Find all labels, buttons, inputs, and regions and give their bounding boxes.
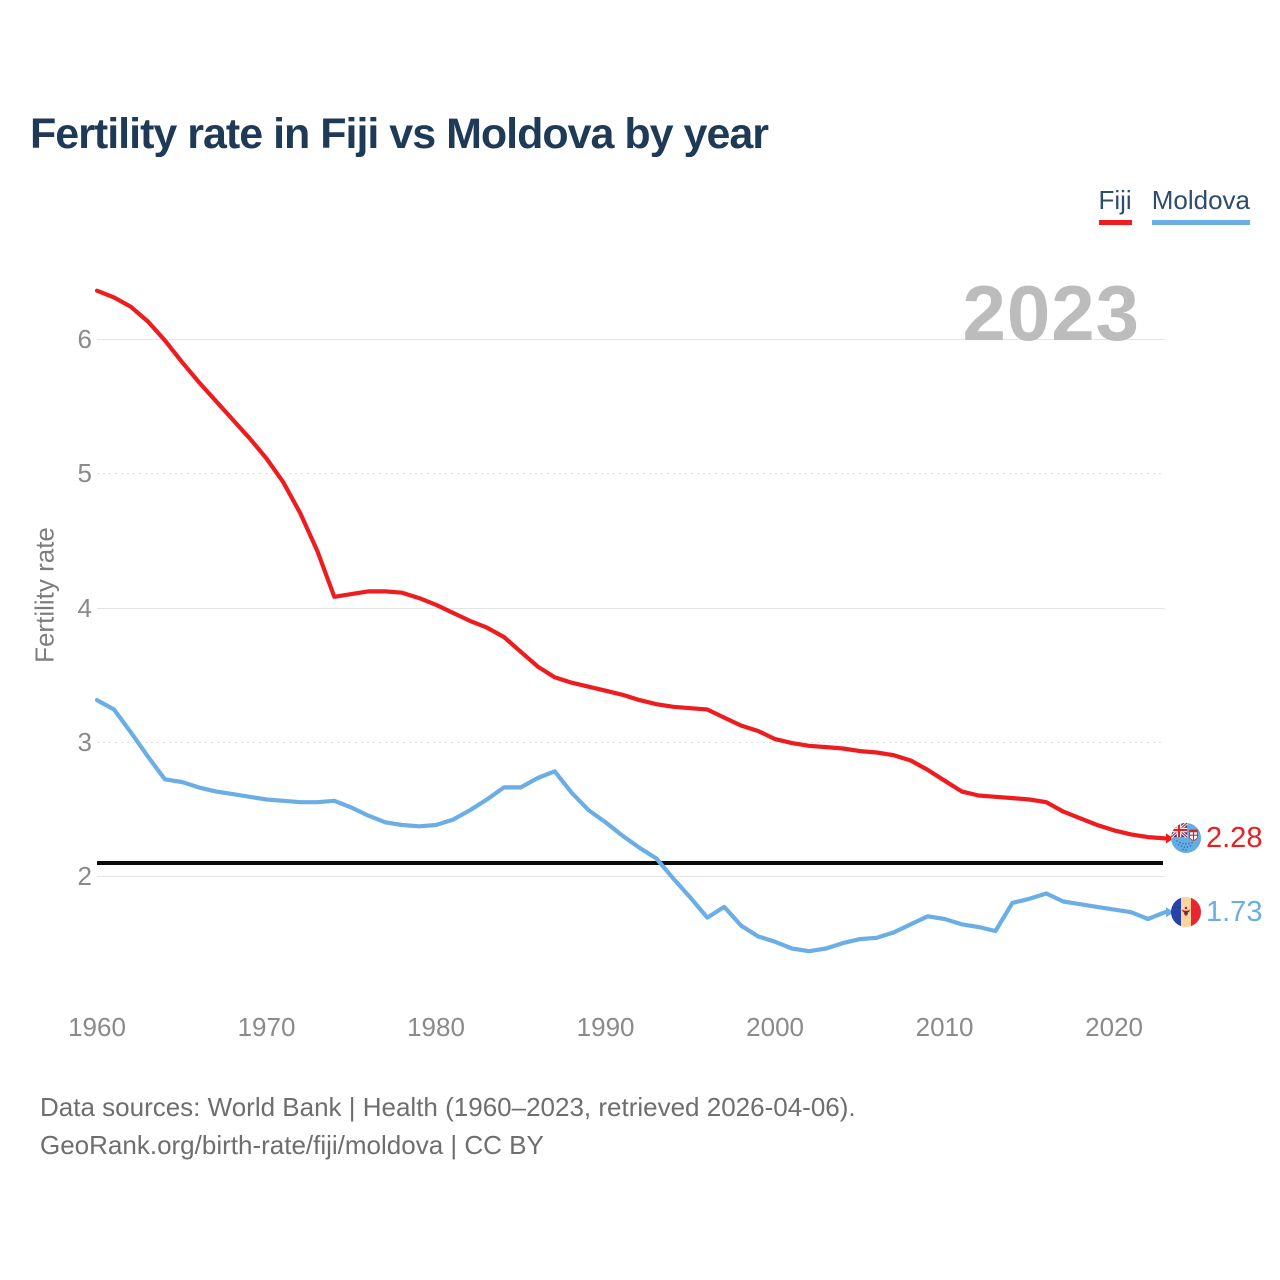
moldova-end-value: 1.73: [1206, 896, 1263, 929]
line-fiji[interactable]: [94, 288, 1168, 841]
legend-item-fiji[interactable]: Fiji: [1098, 185, 1132, 225]
legend-item-moldova[interactable]: Moldova: [1151, 185, 1250, 225]
x-tick-label-1990: 1990: [576, 1012, 635, 1042]
fiji-flag-icon: [1171, 823, 1201, 854]
gridline-4: [97, 607, 1165, 609]
legend-label-moldova: Moldova: [1151, 185, 1250, 215]
legend: Fiji Moldova: [1098, 185, 1250, 225]
x-tick-label-2020: 2020: [1085, 1012, 1144, 1042]
legend-underline-moldova: [1151, 220, 1250, 225]
x-tick-label-1960: 1960: [68, 1012, 126, 1042]
fiji-end-value: 2.28: [1206, 822, 1263, 855]
y-tick-label-4: 4: [77, 592, 92, 623]
x-tick-label-1970: 1970: [237, 1012, 296, 1042]
gridline-3: [97, 741, 1165, 743]
y-tick-label-2: 2: [77, 861, 92, 891]
x-tick-labels: 1960 1970 1980 1990 2000 2010 2020: [0, 1012, 1280, 1046]
replacement-rate-line: [97, 860, 1163, 865]
x-tick-label-1980: 1980: [407, 1012, 465, 1042]
x-tick-label-2010: 2010: [915, 1012, 974, 1042]
y-tick-label-3: 3: [77, 726, 92, 757]
gridline-5: [97, 473, 1165, 475]
source-note-line1: Data sources: World Bank | Health (1960–…: [40, 1092, 856, 1122]
page-title: Fertility rate in Fiji vs Moldova by yea…: [30, 110, 769, 158]
gridline-2: [97, 876, 1165, 877]
legend-label-fiji: Fiji: [1098, 185, 1132, 215]
legend-underline-fiji: [1098, 220, 1132, 225]
year-watermark: 2023: [962, 269, 1140, 357]
y-tick-label-6: 6: [77, 324, 92, 354]
moldova-flag-icon: [1171, 897, 1201, 928]
x-tick-label-2000: 2000: [746, 1012, 805, 1042]
source-note: Data sources: World Bank | Health (1960–…: [40, 1088, 856, 1164]
line-moldova[interactable]: [94, 697, 1168, 954]
y-tick-label-5: 5: [77, 458, 92, 489]
source-note-line2: GeoRank.org/birth-rate/fiji/moldova | CC…: [40, 1130, 544, 1160]
